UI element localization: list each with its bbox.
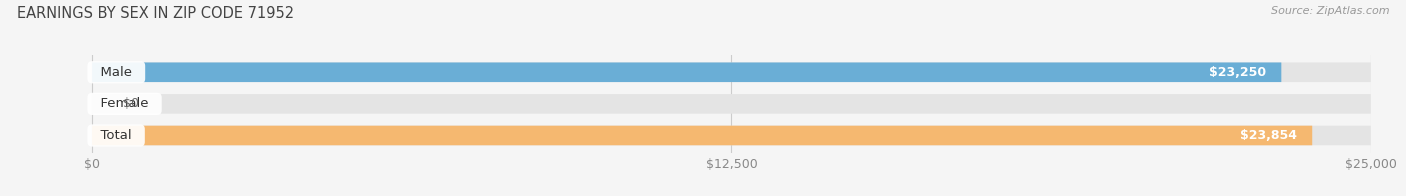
Text: EARNINGS BY SEX IN ZIP CODE 71952: EARNINGS BY SEX IN ZIP CODE 71952 (17, 6, 294, 21)
Text: Male: Male (91, 66, 141, 79)
Text: $23,250: $23,250 (1209, 66, 1265, 79)
Text: $23,854: $23,854 (1240, 129, 1296, 142)
Text: Total: Total (91, 129, 141, 142)
Text: Source: ZipAtlas.com: Source: ZipAtlas.com (1271, 6, 1389, 16)
Text: Female: Female (91, 97, 157, 110)
FancyBboxPatch shape (91, 94, 1371, 114)
FancyBboxPatch shape (91, 63, 1281, 82)
FancyBboxPatch shape (91, 126, 1312, 145)
FancyBboxPatch shape (91, 63, 1371, 82)
FancyBboxPatch shape (91, 126, 1371, 145)
Text: $0: $0 (122, 97, 139, 110)
